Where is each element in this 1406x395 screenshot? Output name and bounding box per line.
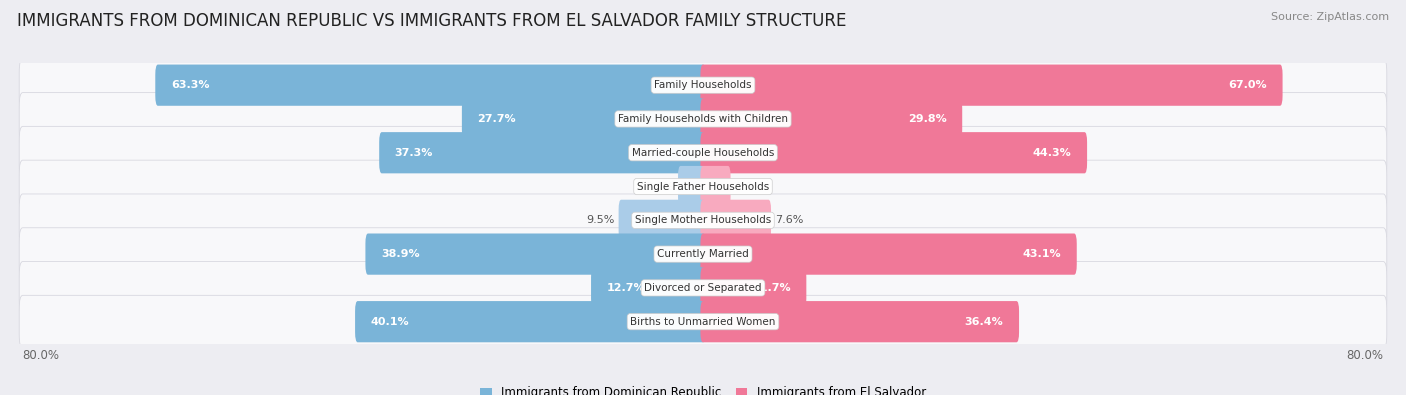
FancyBboxPatch shape (20, 59, 1386, 111)
FancyBboxPatch shape (678, 166, 706, 207)
Text: 80.0%: 80.0% (1347, 349, 1384, 362)
Text: Currently Married: Currently Married (657, 249, 749, 259)
FancyBboxPatch shape (700, 98, 962, 139)
Text: Family Households: Family Households (654, 80, 752, 90)
Text: 36.4%: 36.4% (965, 317, 1004, 327)
FancyBboxPatch shape (20, 194, 1386, 246)
Legend: Immigrants from Dominican Republic, Immigrants from El Salvador: Immigrants from Dominican Republic, Immi… (479, 386, 927, 395)
Text: 37.3%: 37.3% (395, 148, 433, 158)
FancyBboxPatch shape (20, 126, 1386, 179)
Text: Births to Unmarried Women: Births to Unmarried Women (630, 317, 776, 327)
FancyBboxPatch shape (619, 200, 706, 241)
FancyBboxPatch shape (20, 295, 1386, 348)
Text: 80.0%: 80.0% (22, 349, 59, 362)
FancyBboxPatch shape (700, 200, 770, 241)
FancyBboxPatch shape (700, 132, 1087, 173)
Text: Divorced or Separated: Divorced or Separated (644, 283, 762, 293)
Text: Married-couple Households: Married-couple Households (631, 148, 775, 158)
Text: 40.1%: 40.1% (371, 317, 409, 327)
Text: 29.8%: 29.8% (908, 114, 946, 124)
FancyBboxPatch shape (356, 301, 706, 342)
Text: 2.9%: 2.9% (735, 182, 763, 192)
FancyBboxPatch shape (20, 261, 1386, 314)
Text: 27.7%: 27.7% (478, 114, 516, 124)
FancyBboxPatch shape (591, 267, 706, 308)
Text: Single Mother Households: Single Mother Households (636, 215, 770, 225)
Text: IMMIGRANTS FROM DOMINICAN REPUBLIC VS IMMIGRANTS FROM EL SALVADOR FAMILY STRUCTU: IMMIGRANTS FROM DOMINICAN REPUBLIC VS IM… (17, 12, 846, 30)
Text: 11.7%: 11.7% (752, 283, 790, 293)
FancyBboxPatch shape (700, 233, 1077, 275)
Text: 9.5%: 9.5% (586, 215, 614, 225)
Text: 63.3%: 63.3% (170, 80, 209, 90)
FancyBboxPatch shape (461, 98, 706, 139)
FancyBboxPatch shape (20, 160, 1386, 213)
FancyBboxPatch shape (20, 228, 1386, 280)
FancyBboxPatch shape (700, 301, 1019, 342)
Text: Source: ZipAtlas.com: Source: ZipAtlas.com (1271, 12, 1389, 22)
Text: 67.0%: 67.0% (1229, 80, 1267, 90)
Text: 2.6%: 2.6% (645, 182, 673, 192)
Text: 12.7%: 12.7% (606, 283, 645, 293)
FancyBboxPatch shape (380, 132, 706, 173)
FancyBboxPatch shape (700, 64, 1282, 106)
FancyBboxPatch shape (700, 267, 807, 308)
Text: Single Father Households: Single Father Households (637, 182, 769, 192)
FancyBboxPatch shape (155, 64, 706, 106)
Text: 43.1%: 43.1% (1022, 249, 1062, 259)
FancyBboxPatch shape (366, 233, 706, 275)
Text: Family Households with Children: Family Households with Children (619, 114, 787, 124)
FancyBboxPatch shape (20, 92, 1386, 145)
Text: 7.6%: 7.6% (775, 215, 804, 225)
Text: 38.9%: 38.9% (381, 249, 419, 259)
Text: 44.3%: 44.3% (1033, 148, 1071, 158)
FancyBboxPatch shape (700, 166, 731, 207)
